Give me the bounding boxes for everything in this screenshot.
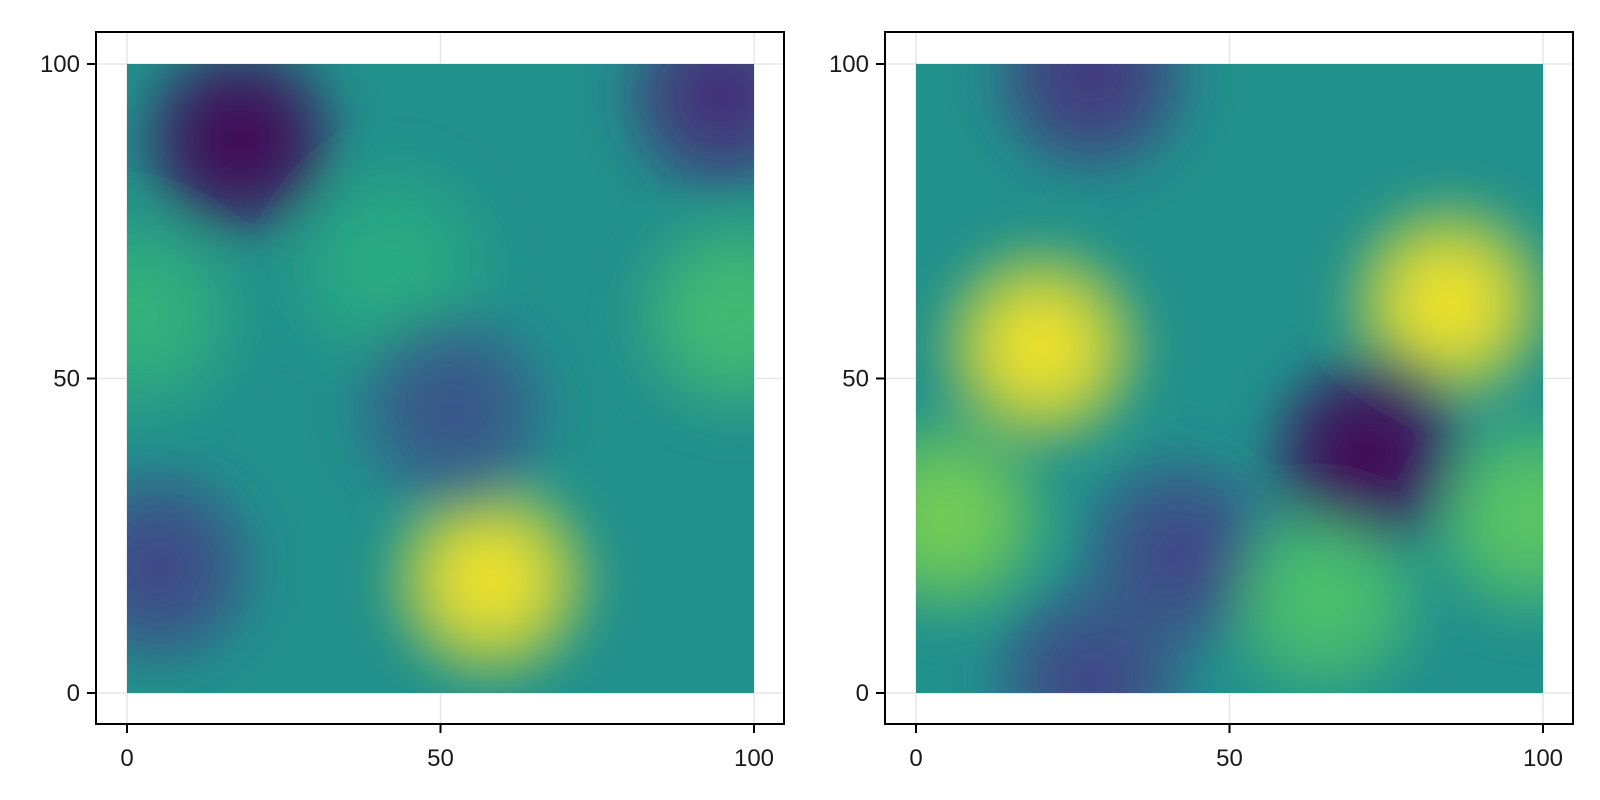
heatmap-field: [127, 64, 754, 693]
y-tick-label: 100: [40, 51, 80, 78]
y-tick-label: 50: [842, 366, 869, 393]
heatmap-peak: [127, 448, 278, 687]
y-tick-label: 0: [67, 680, 80, 707]
heatmap-peak: [1411, 397, 1543, 636]
heatmap-field: [916, 64, 1543, 693]
heatmap-peak: [1204, 479, 1443, 693]
heatmap-peak: [972, 64, 1211, 196]
heatmap-peak: [616, 196, 754, 435]
x-tick-label: 100: [734, 745, 774, 772]
heatmap-peak: [916, 397, 1067, 636]
heatmap-peak: [333, 290, 573, 530]
y-tick-label: 100: [829, 51, 869, 78]
x-tick-label: 50: [1216, 745, 1243, 772]
heatmap-blobs: [127, 64, 754, 693]
heatmap-peak: [127, 196, 259, 435]
x-tick-label: 0: [120, 745, 133, 772]
heatmap-panel-right: 0 0 50 50 100 100: [829, 31, 1574, 772]
heatmap-panel-left: 0 0 50 50 100 100: [40, 31, 785, 772]
y-tick-label: 50: [53, 366, 80, 393]
x-tick-label: 100: [1523, 745, 1563, 772]
heatmap-peak: [603, 64, 754, 215]
x-tick-label: 50: [427, 745, 454, 772]
x-tick-label: 0: [909, 745, 922, 772]
heatmap-blobs: [916, 64, 1543, 693]
y-tick-label: 0: [856, 680, 869, 707]
